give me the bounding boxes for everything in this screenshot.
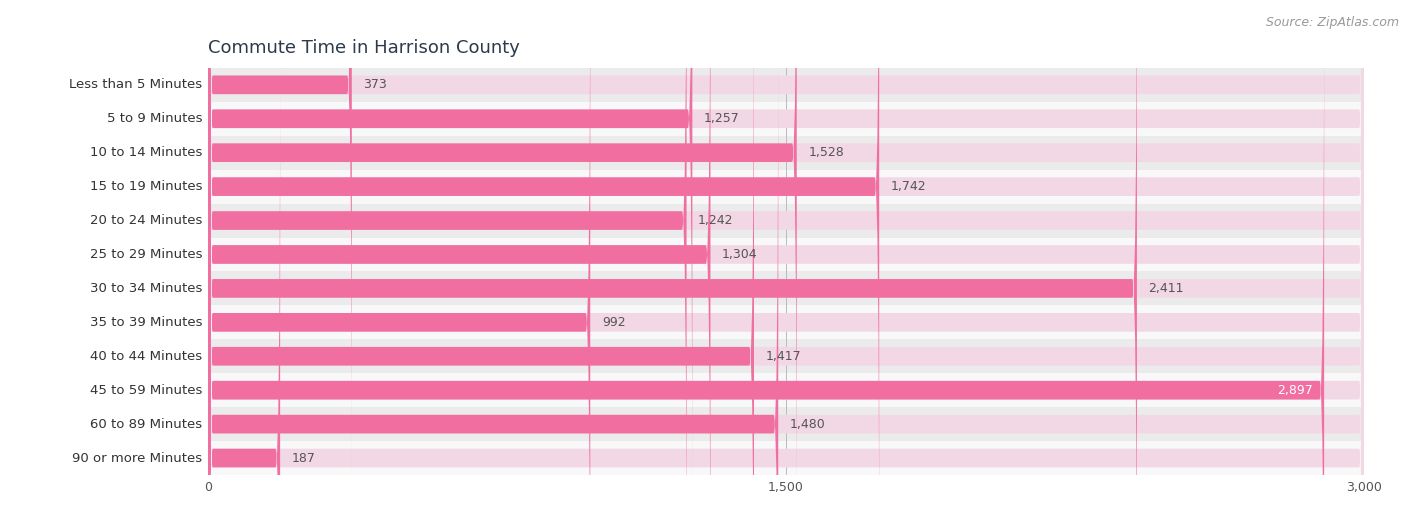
FancyBboxPatch shape [208,0,1137,522]
Text: Commute Time in Harrison County: Commute Time in Harrison County [208,40,520,57]
Text: 35 to 39 Minutes: 35 to 39 Minutes [90,316,202,329]
Bar [208,238,1364,271]
FancyBboxPatch shape [208,60,1364,522]
FancyBboxPatch shape [208,0,1364,522]
Text: 1,528: 1,528 [808,146,844,159]
FancyBboxPatch shape [208,0,1364,522]
FancyBboxPatch shape [208,0,879,522]
Text: 60 to 89 Minutes: 60 to 89 Minutes [90,418,202,431]
Text: 1,742: 1,742 [891,180,927,193]
FancyBboxPatch shape [208,0,1364,483]
Text: Source: ZipAtlas.com: Source: ZipAtlas.com [1265,16,1399,29]
Text: 992: 992 [602,316,626,329]
Text: 2,897: 2,897 [1277,384,1313,397]
FancyBboxPatch shape [208,0,352,483]
Text: 90 or more Minutes: 90 or more Minutes [72,452,202,465]
Text: 1,242: 1,242 [699,214,734,227]
FancyBboxPatch shape [208,60,280,522]
FancyBboxPatch shape [208,0,1364,522]
FancyBboxPatch shape [208,0,692,517]
Bar [208,373,1364,407]
FancyBboxPatch shape [208,0,1364,517]
Text: 20 to 24 Minutes: 20 to 24 Minutes [90,214,202,227]
Text: Less than 5 Minutes: Less than 5 Minutes [69,78,202,91]
Bar [208,136,1364,170]
Text: 373: 373 [363,78,387,91]
Bar [208,441,1364,475]
Bar [208,339,1364,373]
FancyBboxPatch shape [208,0,710,522]
Text: 2,411: 2,411 [1149,282,1184,295]
FancyBboxPatch shape [208,0,1364,522]
Text: 30 to 34 Minutes: 30 to 34 Minutes [90,282,202,295]
FancyBboxPatch shape [208,0,754,522]
Bar [208,170,1364,204]
Bar [208,68,1364,102]
Text: 45 to 59 Minutes: 45 to 59 Minutes [90,384,202,397]
FancyBboxPatch shape [208,0,591,522]
FancyBboxPatch shape [208,0,1364,522]
Text: 5 to 9 Minutes: 5 to 9 Minutes [107,112,202,125]
FancyBboxPatch shape [208,0,1364,522]
Text: 1,417: 1,417 [765,350,801,363]
Text: 1,257: 1,257 [704,112,740,125]
FancyBboxPatch shape [208,0,686,522]
Text: 1,304: 1,304 [723,248,758,261]
FancyBboxPatch shape [208,26,779,522]
Text: 25 to 29 Minutes: 25 to 29 Minutes [90,248,202,261]
FancyBboxPatch shape [208,0,797,522]
Text: 40 to 44 Minutes: 40 to 44 Minutes [90,350,202,363]
Bar [208,102,1364,136]
Text: 1,480: 1,480 [790,418,825,431]
Text: 15 to 19 Minutes: 15 to 19 Minutes [90,180,202,193]
FancyBboxPatch shape [208,26,1364,522]
Bar [208,305,1364,339]
Bar [208,204,1364,238]
FancyBboxPatch shape [208,0,1364,522]
Text: 187: 187 [291,452,315,465]
Bar [208,271,1364,305]
Bar [208,407,1364,441]
FancyBboxPatch shape [208,0,1364,522]
Text: 10 to 14 Minutes: 10 to 14 Minutes [90,146,202,159]
FancyBboxPatch shape [208,0,1324,522]
